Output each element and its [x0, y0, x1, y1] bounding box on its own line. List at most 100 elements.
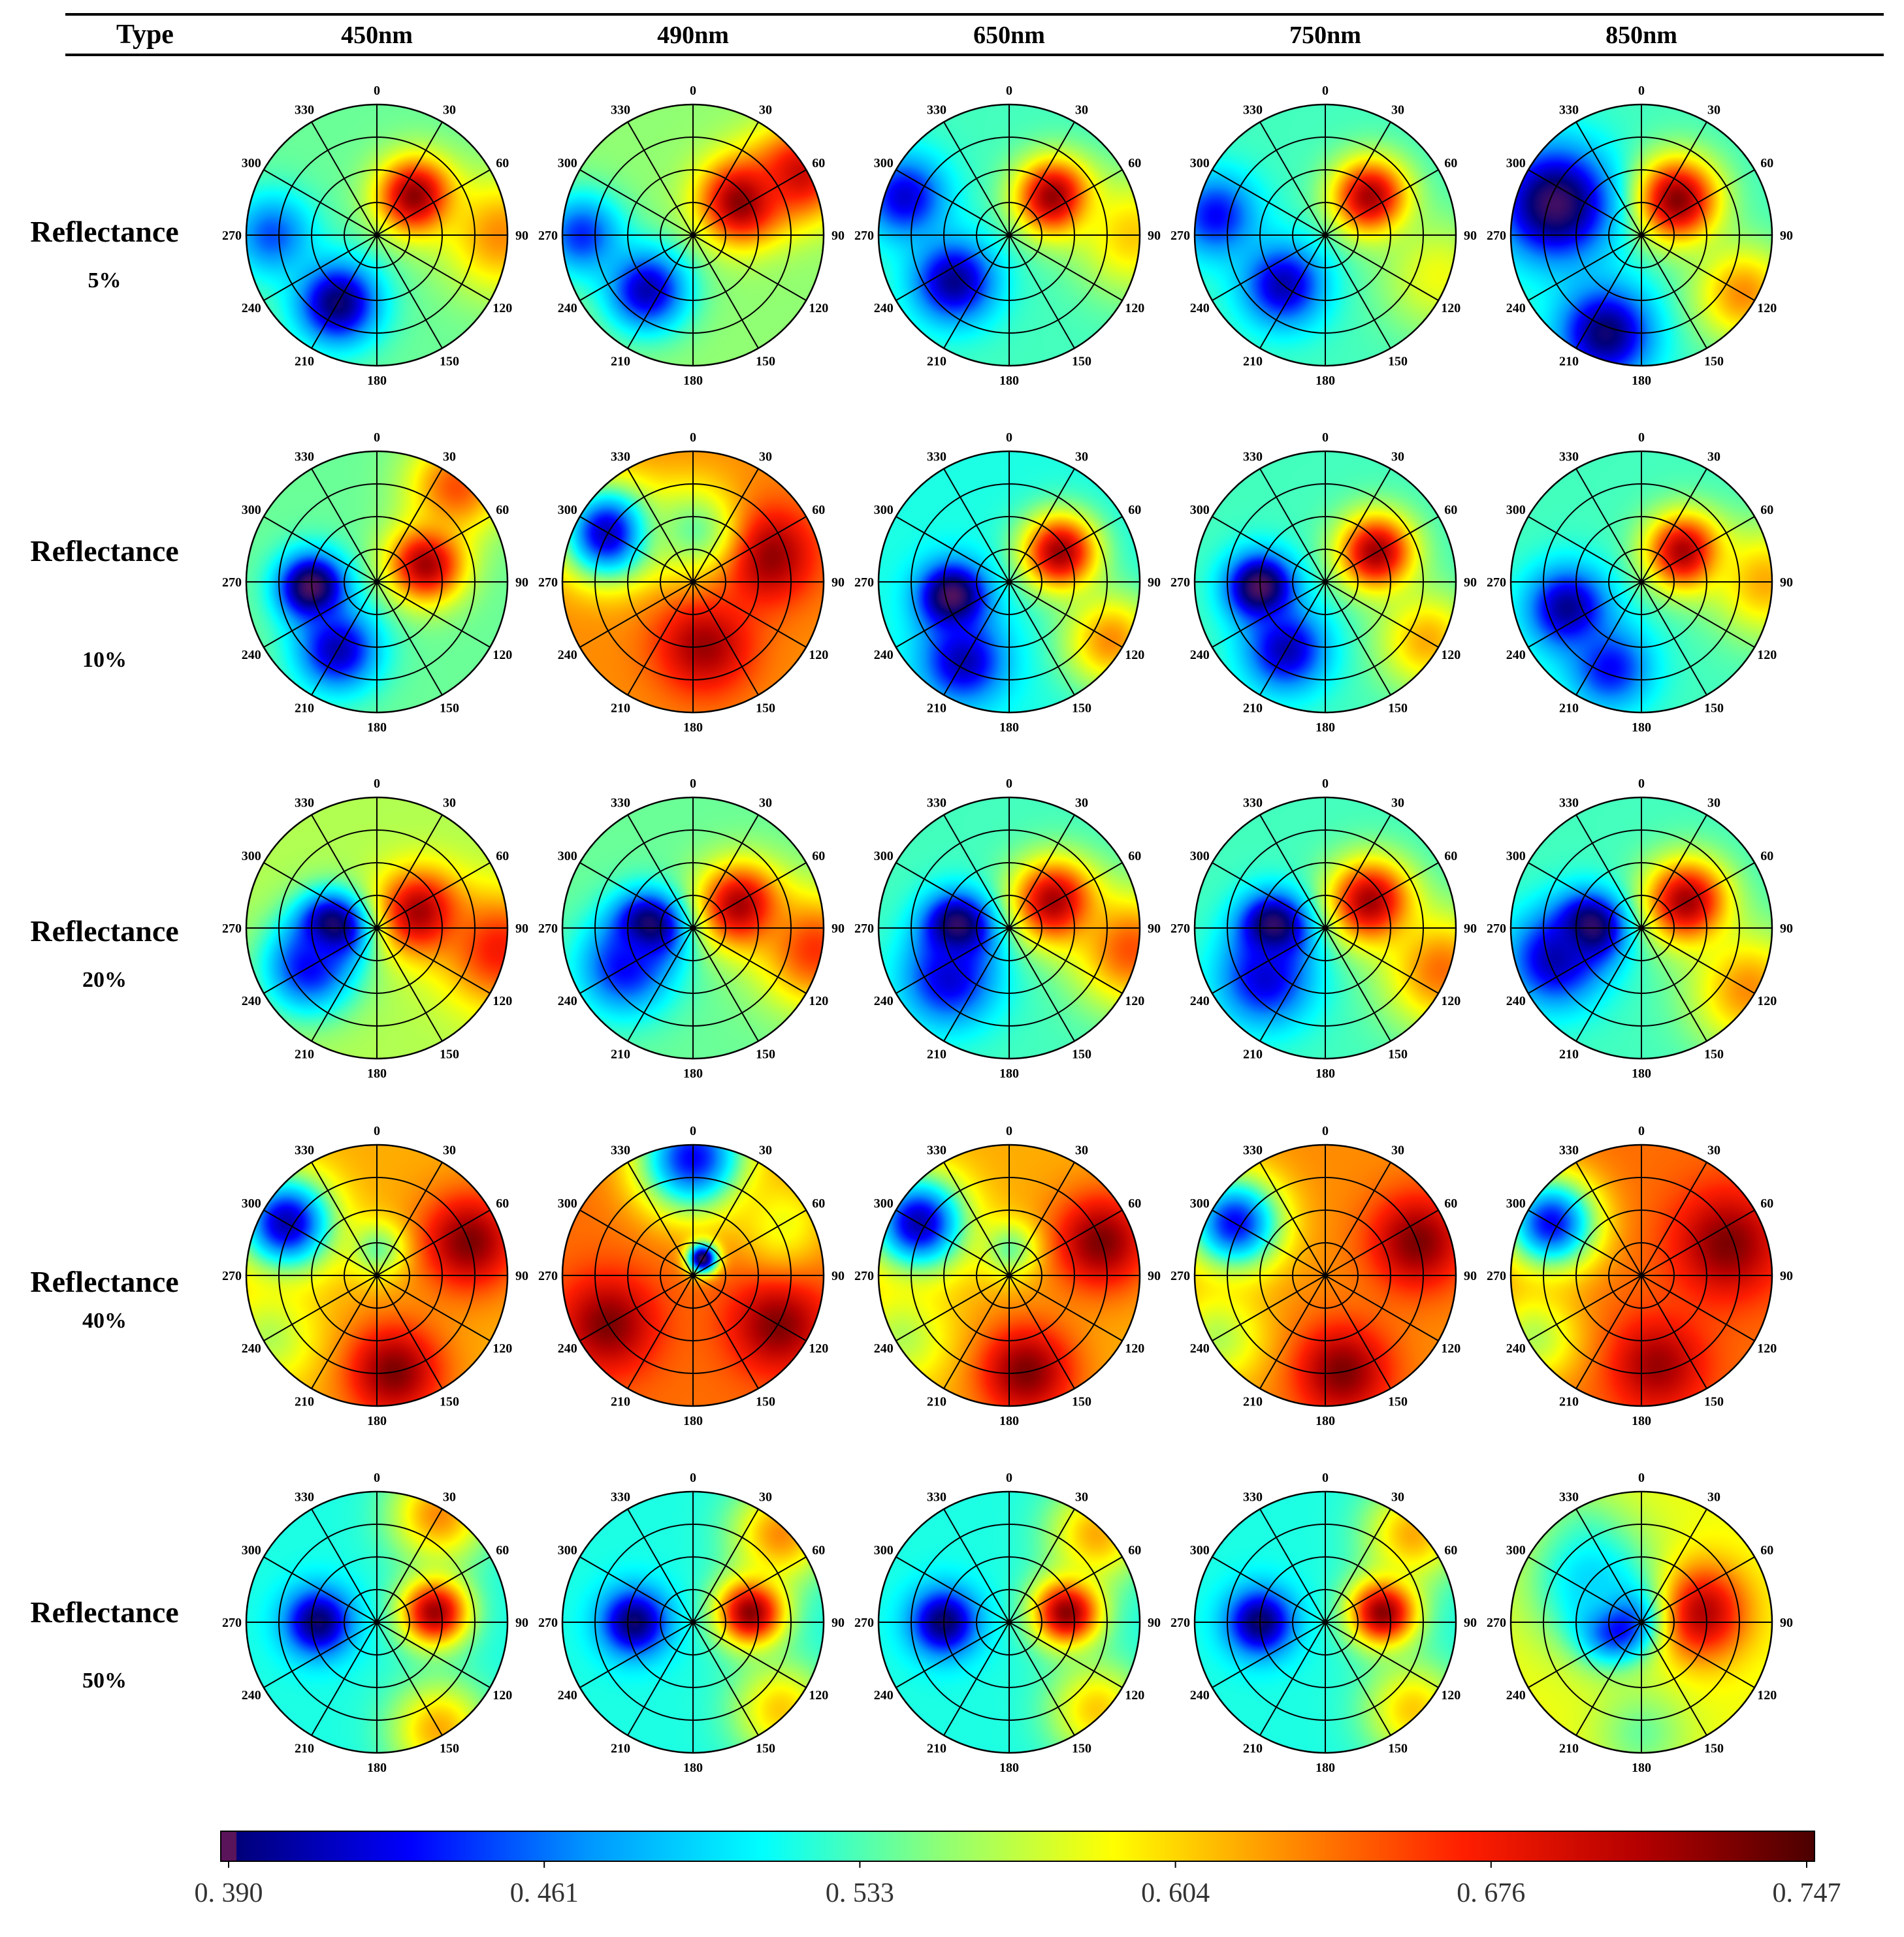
angle-label: 330 [927, 1144, 946, 1158]
polar-spoke [1641, 862, 1755, 929]
angle-label: 120 [1125, 301, 1144, 315]
angle-label: 0 [1006, 84, 1012, 98]
angle-label: 150 [1704, 1741, 1724, 1755]
polar-spoke [376, 1162, 443, 1276]
angle-label: 90 [515, 1616, 528, 1630]
angle-label: 90 [1464, 1269, 1477, 1283]
angle-label: 180 [367, 1761, 387, 1775]
angle-label: 210 [295, 1047, 314, 1061]
polar-spoke [1008, 1622, 1123, 1688]
polar-spoke [1325, 1209, 1439, 1276]
angle-label: 30 [1707, 1144, 1720, 1158]
angle-label: 0 [1638, 776, 1645, 791]
polar-spoke [376, 1622, 491, 1688]
polar-spoke [692, 1209, 807, 1276]
polar-spoke [627, 1275, 694, 1389]
polar-spoke [579, 169, 694, 236]
polar-spoke [692, 234, 759, 349]
polar-spoke [896, 927, 1010, 994]
angle-label: 120 [492, 648, 512, 662]
angle-label: 30 [443, 1490, 456, 1505]
polar-spoke [1641, 814, 1707, 929]
polar-spoke [1008, 169, 1123, 236]
polar-spoke [1575, 814, 1642, 929]
angle-label: 240 [1506, 1341, 1526, 1356]
column-header-450nm: 450nm [341, 22, 413, 49]
angle-label: 270 [538, 1616, 558, 1630]
angle-label: 300 [1506, 156, 1526, 170]
polar-spoke [311, 581, 378, 696]
polar-spoke [692, 1622, 759, 1736]
angle-label: 180 [1315, 1414, 1335, 1428]
angle-label: 90 [1148, 229, 1161, 243]
polar-plot-10%-850nm: 0 30 60 90 120 150 180 210 240 270 300 330 [1487, 430, 1793, 735]
angle-label: 120 [1125, 1688, 1144, 1703]
angle-label: 0 [374, 430, 380, 445]
polar-spoke [263, 581, 378, 648]
angle-label: 330 [1559, 796, 1579, 810]
angle-label: 120 [809, 648, 828, 662]
angle-label: 330 [1559, 103, 1579, 118]
polar-plot-50%-490nm: 0 30 60 90 120 150 180 210 240 270 300 330 [538, 1471, 845, 1775]
polar-spoke [1325, 1622, 1391, 1736]
angle-label: 240 [558, 1341, 577, 1356]
angle-label: 120 [809, 994, 828, 1008]
polar-spoke [896, 1209, 1010, 1276]
angle-label: 180 [367, 720, 387, 735]
polar-spoke [579, 1275, 694, 1341]
angle-label: 270 [222, 921, 242, 936]
angle-label: 240 [558, 301, 577, 315]
polar-spoke [943, 121, 1010, 236]
polar-plot-5%-490nm: 0 30 60 90 120 150 180 210 240 270 300 330 [538, 84, 845, 388]
angle-label: 330 [611, 796, 630, 810]
angle-label: 120 [1441, 648, 1460, 662]
polar-spoke [1641, 1622, 1707, 1736]
angle-label: 300 [1190, 849, 1210, 863]
polar-spoke [1212, 1622, 1326, 1688]
polar-spoke [376, 814, 443, 929]
header: Type [65, 13, 1884, 56]
angle-label: 30 [1707, 103, 1720, 118]
polar-spoke [1641, 169, 1755, 236]
angle-label: 210 [611, 354, 630, 368]
angle-label: 300 [242, 503, 261, 517]
angle-label: 180 [999, 374, 1019, 388]
angle-label: 180 [1315, 1761, 1335, 1775]
polar-spoke [1259, 814, 1326, 929]
angle-label: 240 [874, 648, 894, 662]
polar-spoke [1325, 1275, 1391, 1389]
angle-label: 120 [1125, 648, 1144, 662]
angle-label: 330 [295, 450, 314, 464]
polar-spoke [1259, 234, 1326, 349]
polar-spoke [1641, 1275, 1755, 1341]
angle-label: 330 [611, 1144, 630, 1158]
angle-label: 180 [683, 1761, 703, 1775]
angle-label: 0 [1638, 430, 1645, 445]
angle-label: 0 [374, 776, 380, 791]
angle-label: 60 [1444, 849, 1457, 863]
polar-spoke [1528, 581, 1642, 648]
polar-spoke [1212, 1209, 1326, 1276]
angle-label: 30 [1391, 450, 1404, 464]
polar-spoke [1212, 516, 1326, 583]
angle-label: 180 [1632, 374, 1651, 388]
colorbar-tick-label: 0. 676 [1457, 1878, 1525, 1908]
angle-label: 210 [1243, 354, 1263, 368]
angle-label: 60 [496, 1543, 509, 1558]
angle-label: 30 [443, 796, 456, 810]
angle-label: 60 [812, 156, 825, 170]
polar-spoke [311, 1509, 378, 1623]
angle-label: 150 [1388, 701, 1408, 715]
row-label-value: 50% [82, 1669, 127, 1693]
polar-spoke [376, 1509, 443, 1623]
angle-label: 0 [690, 84, 696, 98]
angle-label: 240 [874, 1688, 894, 1703]
angle-label: 60 [496, 1196, 509, 1211]
polar-plot-20%-850nm: 0 30 60 90 120 150 180 210 240 270 300 330 [1487, 776, 1793, 1081]
angle-label: 270 [854, 1269, 874, 1283]
polar-spoke [263, 234, 378, 301]
angle-label: 240 [242, 1341, 261, 1356]
angle-label: 210 [295, 354, 314, 368]
polar-spoke [1575, 1162, 1642, 1276]
angle-label: 270 [1487, 921, 1506, 936]
